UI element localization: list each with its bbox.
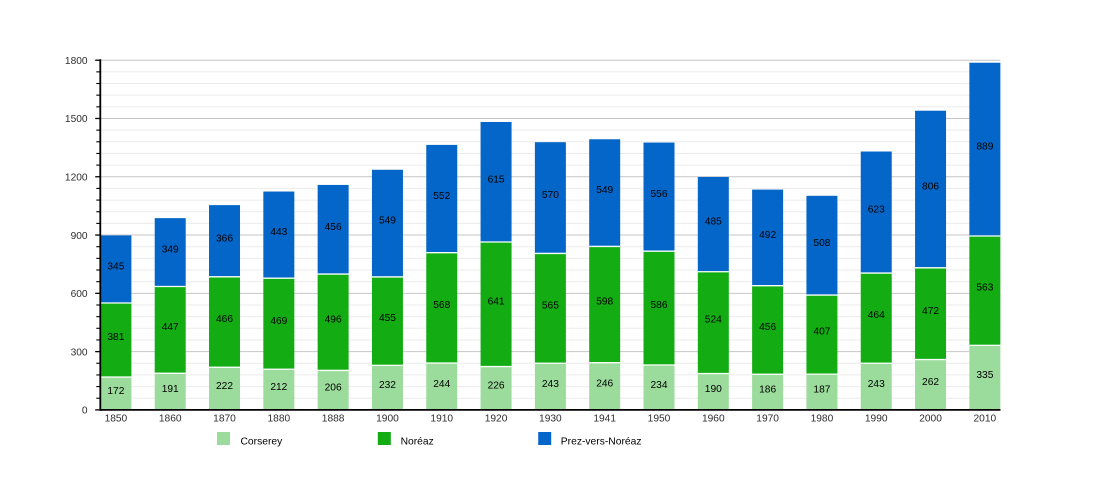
svg-text:472: 472 xyxy=(922,306,939,317)
svg-text:1980: 1980 xyxy=(811,413,834,424)
svg-text:191: 191 xyxy=(162,384,179,395)
svg-text:232: 232 xyxy=(379,380,396,391)
svg-text:466: 466 xyxy=(216,314,233,325)
svg-text:456: 456 xyxy=(325,222,342,233)
svg-text:464: 464 xyxy=(868,310,885,321)
svg-text:Prez-vers-Noréaz: Prez-vers-Noréaz xyxy=(561,437,642,448)
svg-text:549: 549 xyxy=(596,185,613,196)
svg-text:190: 190 xyxy=(705,384,722,395)
svg-text:1990: 1990 xyxy=(865,413,888,424)
svg-text:Noréaz: Noréaz xyxy=(401,437,434,448)
svg-text:2010: 2010 xyxy=(974,413,997,424)
svg-text:0: 0 xyxy=(82,406,88,417)
svg-text:212: 212 xyxy=(270,382,287,393)
svg-text:552: 552 xyxy=(433,191,450,202)
svg-text:447: 447 xyxy=(162,322,179,333)
svg-text:300: 300 xyxy=(71,347,88,358)
svg-text:549: 549 xyxy=(379,216,396,227)
svg-text:1950: 1950 xyxy=(648,413,671,424)
svg-text:1888: 1888 xyxy=(322,413,345,424)
svg-text:407: 407 xyxy=(813,327,830,338)
svg-text:Corserey: Corserey xyxy=(241,437,284,448)
svg-text:1910: 1910 xyxy=(430,413,453,424)
svg-text:570: 570 xyxy=(542,190,559,201)
svg-text:1860: 1860 xyxy=(159,413,182,424)
svg-text:492: 492 xyxy=(759,230,776,241)
svg-text:1850: 1850 xyxy=(105,413,128,424)
svg-text:2000: 2000 xyxy=(919,413,942,424)
svg-text:243: 243 xyxy=(868,379,885,390)
svg-text:1960: 1960 xyxy=(702,413,725,424)
svg-text:568: 568 xyxy=(433,300,450,311)
svg-text:455: 455 xyxy=(379,313,396,324)
svg-text:889: 889 xyxy=(976,142,993,153)
svg-text:806: 806 xyxy=(922,182,939,193)
svg-text:366: 366 xyxy=(216,233,233,244)
svg-text:1870: 1870 xyxy=(213,413,236,424)
svg-text:1800: 1800 xyxy=(65,56,88,67)
svg-text:262: 262 xyxy=(922,377,939,388)
svg-text:496: 496 xyxy=(325,314,342,325)
svg-text:172: 172 xyxy=(107,386,124,397)
svg-text:508: 508 xyxy=(813,238,830,249)
svg-text:563: 563 xyxy=(976,283,993,294)
svg-text:187: 187 xyxy=(813,384,830,395)
svg-text:1930: 1930 xyxy=(539,413,562,424)
svg-text:1920: 1920 xyxy=(485,413,508,424)
svg-text:381: 381 xyxy=(107,332,124,343)
svg-text:186: 186 xyxy=(759,384,776,395)
svg-text:1941: 1941 xyxy=(593,413,616,424)
svg-text:1500: 1500 xyxy=(65,114,88,125)
svg-text:443: 443 xyxy=(270,227,287,238)
svg-text:469: 469 xyxy=(270,316,287,327)
svg-text:234: 234 xyxy=(651,380,668,391)
svg-text:1880: 1880 xyxy=(267,413,290,424)
svg-text:206: 206 xyxy=(325,382,342,393)
svg-text:615: 615 xyxy=(488,174,505,185)
svg-text:349: 349 xyxy=(162,245,179,256)
svg-text:335: 335 xyxy=(976,370,993,381)
svg-text:1900: 1900 xyxy=(376,413,399,424)
svg-text:485: 485 xyxy=(705,217,722,228)
svg-text:246: 246 xyxy=(596,379,613,390)
svg-text:244: 244 xyxy=(433,379,450,390)
svg-text:1200: 1200 xyxy=(65,172,88,183)
svg-text:586: 586 xyxy=(651,300,668,311)
svg-text:456: 456 xyxy=(759,322,776,333)
svg-text:345: 345 xyxy=(107,262,124,273)
svg-text:243: 243 xyxy=(542,379,559,390)
svg-text:600: 600 xyxy=(71,289,88,300)
svg-text:222: 222 xyxy=(216,381,233,392)
svg-text:598: 598 xyxy=(596,297,613,308)
svg-text:565: 565 xyxy=(542,300,559,311)
svg-text:641: 641 xyxy=(488,296,505,307)
svg-text:623: 623 xyxy=(868,205,885,216)
svg-text:900: 900 xyxy=(71,231,88,242)
svg-text:1970: 1970 xyxy=(756,413,779,424)
svg-text:556: 556 xyxy=(651,189,668,200)
svg-text:524: 524 xyxy=(705,315,722,326)
svg-text:226: 226 xyxy=(488,381,505,392)
